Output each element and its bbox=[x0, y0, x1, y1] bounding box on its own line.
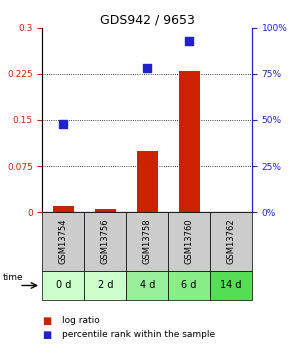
Text: time: time bbox=[3, 273, 23, 283]
Point bbox=[187, 38, 192, 43]
Text: ■: ■ bbox=[42, 330, 52, 339]
Text: 0 d: 0 d bbox=[56, 280, 71, 290]
Bar bbox=[95, 209, 116, 212]
Text: GSM13754: GSM13754 bbox=[59, 219, 68, 264]
Text: GSM13756: GSM13756 bbox=[101, 219, 110, 264]
Text: 4 d: 4 d bbox=[139, 280, 155, 290]
Text: 6 d: 6 d bbox=[181, 280, 197, 290]
Bar bbox=[179, 71, 200, 212]
Text: 2 d: 2 d bbox=[98, 280, 113, 290]
Bar bbox=[137, 151, 158, 212]
Text: percentile rank within the sample: percentile rank within the sample bbox=[62, 330, 215, 339]
Title: GDS942 / 9653: GDS942 / 9653 bbox=[100, 13, 195, 27]
Text: 14 d: 14 d bbox=[220, 280, 242, 290]
Bar bbox=[53, 206, 74, 212]
Text: GSM13760: GSM13760 bbox=[185, 219, 194, 264]
Text: ■: ■ bbox=[42, 316, 52, 326]
Text: log ratio: log ratio bbox=[62, 316, 99, 325]
Text: GSM13762: GSM13762 bbox=[226, 219, 236, 264]
Point bbox=[145, 66, 150, 71]
Text: GSM13758: GSM13758 bbox=[143, 219, 152, 264]
Point bbox=[61, 121, 66, 126]
